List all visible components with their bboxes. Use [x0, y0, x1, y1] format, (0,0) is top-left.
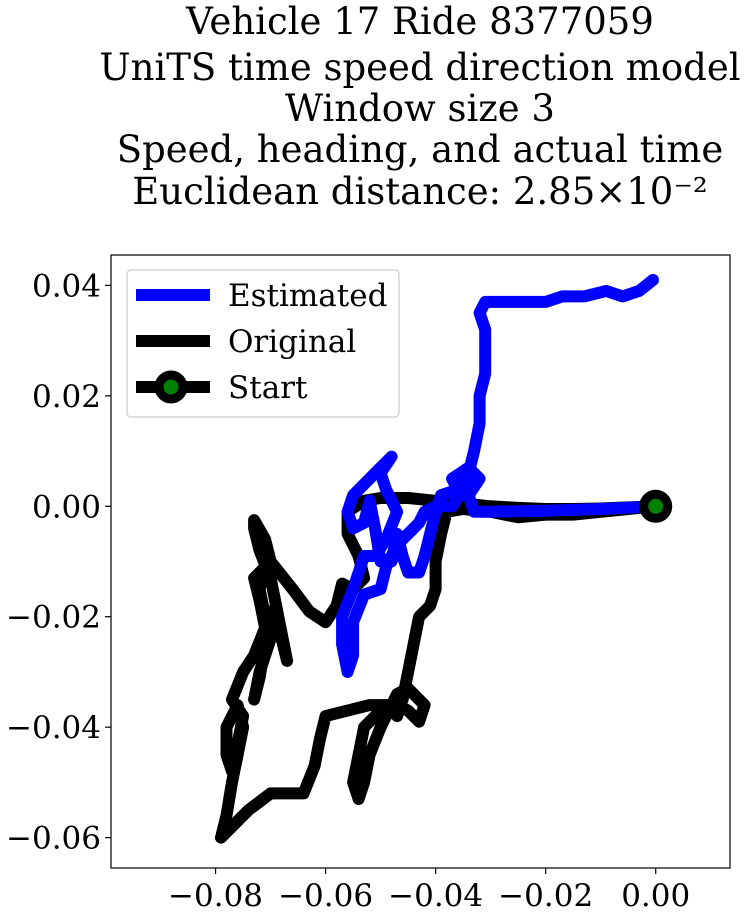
chart-title: Vehicle 17 Ride 8377059 UniTS time speed… — [99, 0, 740, 213]
legend-label-start: Start — [228, 370, 308, 406]
x-tick-label: −0.08 — [168, 878, 263, 914]
title-line-2: UniTS time speed direction model — [99, 46, 740, 89]
legend-label-original: Original — [228, 324, 356, 360]
plot-frame — [110, 254, 731, 869]
y-tick-label: 0.00 — [32, 489, 101, 525]
title-line-1: Vehicle 17 Ride 8377059 — [185, 0, 654, 43]
x-axis: −0.08 −0.06 −0.04 −0.02 0.00 — [168, 868, 690, 914]
y-tick-label: −0.04 — [6, 710, 101, 746]
legend-box — [126, 269, 400, 418]
series-layer — [215, 273, 662, 844]
y-tick-label: 0.02 — [32, 379, 101, 415]
title-line-3: Window size 3 — [285, 87, 555, 130]
legend: Estimated Original Start — [126, 269, 400, 418]
title-line-4: Speed, heading, and actual time — [117, 128, 724, 171]
legend-start-marker — [154, 370, 188, 404]
y-axis: 0.04 0.02 0.00 −0.02 −0.04 −0.06 — [6, 268, 111, 857]
marker-layer — [639, 489, 673, 523]
series-line-original — [215, 492, 662, 844]
y-tick-label: −0.06 — [6, 821, 101, 857]
x-tick-label: 0.00 — [621, 878, 690, 914]
start-point-marker — [639, 489, 673, 523]
title-line-5: Euclidean distance: 2.85×10⁻² — [132, 170, 707, 213]
series-line-estimated — [336, 273, 662, 678]
x-tick-label: −0.02 — [498, 878, 593, 914]
x-tick-label: −0.04 — [388, 878, 483, 914]
y-tick-label: −0.02 — [6, 600, 101, 636]
legend-label-estimated: Estimated — [228, 278, 387, 314]
y-tick-label: 0.04 — [32, 268, 101, 304]
x-tick-label: −0.06 — [278, 878, 373, 914]
